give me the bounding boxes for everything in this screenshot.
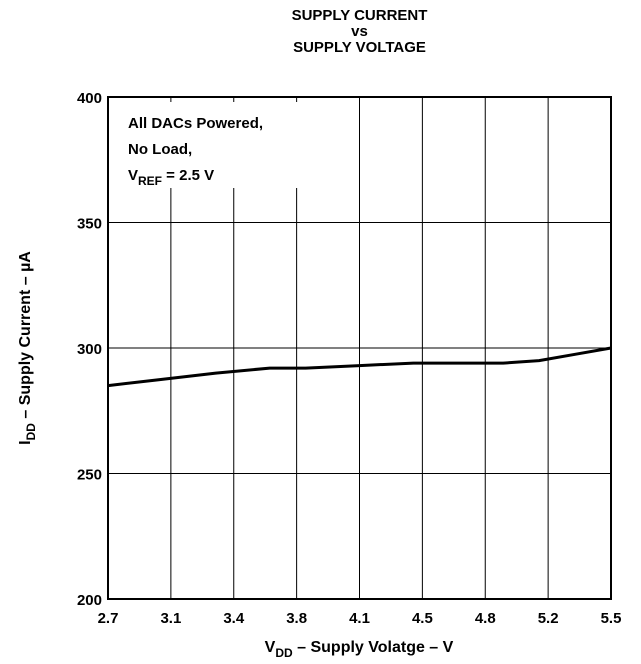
y-axis-label-rest: – Supply Current – µA: [17, 251, 34, 423]
y-tick-label: 250: [77, 467, 102, 484]
annotation-vref-sub: REF: [138, 174, 162, 188]
y-axis-label-sub: DD: [24, 423, 38, 441]
chart-title-line-2: vs: [351, 23, 368, 40]
y-tick-label: 350: [77, 216, 102, 233]
annotation-line-3: VREF = 2.5 V: [128, 167, 214, 188]
x-tick-label: 3.8: [286, 610, 307, 627]
annotation-line-1: All DACs Powered,: [128, 115, 263, 132]
x-tick-label: 5.5: [601, 610, 622, 627]
annotation-vref-rest: = 2.5 V: [162, 167, 214, 184]
x-tick-label: 2.7: [98, 610, 119, 627]
chart-title-line-3: SUPPLY VOLTAGE: [293, 39, 426, 56]
x-axis-label: VDD – Supply Volatge – V: [265, 639, 454, 660]
series-line: [107, 346, 612, 388]
annotation-backdrop: [112, 102, 308, 188]
x-tick-label: 4.5: [412, 610, 433, 627]
y-tick-label: 200: [77, 592, 102, 609]
y-tick-label: 400: [77, 90, 102, 107]
x-tick-label: 4.1: [349, 610, 370, 627]
y-axis-label: IDD – Supply Current – µA: [17, 251, 38, 445]
x-tick-label: 4.8: [475, 610, 496, 627]
y-tick-label: 300: [77, 341, 102, 358]
annotation-line-2: No Load,: [128, 141, 192, 158]
annotation-vref-main: V: [128, 167, 138, 184]
x-tick-labels: 2.7 3.1 3.4 3.8 4.1 4.5 4.8 5.2 5.5: [98, 610, 622, 627]
x-tick-label: 5.2: [538, 610, 559, 627]
x-tick-label: 3.1: [160, 610, 181, 627]
x-tick-label: 3.4: [223, 610, 245, 627]
y-tick-labels: 200 250 300 350 400: [77, 90, 102, 609]
x-axis-label-main: V: [265, 639, 276, 656]
chart-title-line-1: SUPPLY CURRENT: [291, 7, 428, 24]
y-axis-label-main: I: [17, 440, 34, 444]
x-axis-label-sub: DD: [275, 646, 293, 660]
x-axis-label-rest: – Supply Volatge – V: [293, 639, 454, 656]
